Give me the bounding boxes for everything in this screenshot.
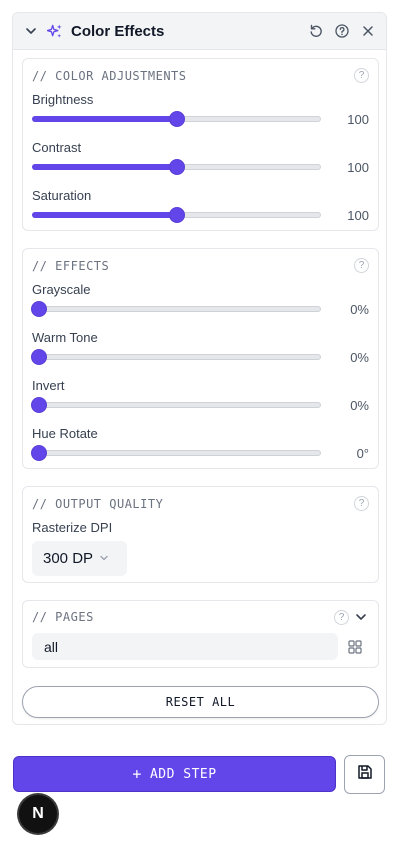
chevron-down-icon[interactable] xyxy=(23,23,39,39)
grayscale-slider[interactable] xyxy=(32,302,321,316)
plus-icon: + xyxy=(132,765,142,783)
help-icon[interactable]: ? xyxy=(354,68,369,83)
section-title: // OUTPUT QUALITY xyxy=(32,497,164,511)
sparkles-icon xyxy=(47,23,63,39)
help-icon[interactable]: ? xyxy=(334,610,349,625)
section-title: // COLOR ADJUSTMENTS xyxy=(32,69,187,83)
slider-thumb[interactable] xyxy=(169,160,184,174)
grayscale-value: 0% xyxy=(350,302,369,317)
dpi-select[interactable]: 300 DP xyxy=(32,541,127,576)
save-icon xyxy=(357,764,373,785)
hue-rotate-label: Hue Rotate xyxy=(32,426,98,441)
contrast-value: 100 xyxy=(347,160,369,175)
chevron-down-icon[interactable] xyxy=(353,609,369,625)
slider-thumb[interactable] xyxy=(32,446,46,460)
close-icon[interactable] xyxy=(360,23,376,39)
color-effects-panel: Color Effects // COLOR ADJUSTMENTS ? Bri… xyxy=(12,12,387,725)
slider-thumb[interactable] xyxy=(32,302,46,316)
contrast-slider[interactable] xyxy=(32,160,321,174)
contrast-label: Contrast xyxy=(32,140,82,155)
slider-thumb[interactable] xyxy=(169,112,184,126)
grayscale-label: Grayscale xyxy=(32,282,91,297)
dpi-select-value: 300 DP xyxy=(43,550,94,567)
next-logo-button[interactable]: N xyxy=(19,795,57,833)
reset-icon[interactable] xyxy=(308,23,324,39)
add-step-label: ADD STEP xyxy=(149,766,217,782)
slider-thumb[interactable] xyxy=(32,398,46,412)
chevron-down-icon xyxy=(99,550,109,567)
help-icon[interactable] xyxy=(334,23,350,39)
brightness-label: Brightness xyxy=(32,92,94,107)
saturation-value: 100 xyxy=(347,208,369,223)
reset-all-button[interactable]: RESET ALL xyxy=(22,686,379,718)
save-button[interactable] xyxy=(344,755,385,794)
section-title: // PAGES xyxy=(32,610,94,624)
slider-thumb[interactable] xyxy=(32,350,46,364)
saturation-slider[interactable] xyxy=(32,208,321,222)
color-adjustments-section: // COLOR ADJUSTMENTS ? Brightness 100 Co… xyxy=(22,58,379,231)
panel-title: Color Effects xyxy=(71,22,165,40)
warm-tone-slider[interactable] xyxy=(32,350,321,364)
hue-rotate-value: 0° xyxy=(356,446,369,461)
add-step-button[interactable]: + ADD STEP xyxy=(13,756,336,792)
section-title: // EFFECTS xyxy=(32,259,110,273)
warm-tone-value: 0% xyxy=(350,350,369,365)
invert-slider[interactable] xyxy=(32,398,321,412)
brightness-value: 100 xyxy=(347,112,369,127)
hue-rotate-slider[interactable] xyxy=(32,446,321,460)
warm-tone-label: Warm Tone xyxy=(32,330,98,345)
grid-icon[interactable] xyxy=(347,639,363,655)
panel-header: Color Effects xyxy=(13,13,386,50)
invert-label: Invert xyxy=(32,378,65,393)
effects-section: // EFFECTS ? Grayscale 0% Warm Tone 0% I… xyxy=(22,248,379,469)
pages-section: // PAGES ? all xyxy=(22,600,379,668)
pages-input[interactable]: all xyxy=(32,633,338,660)
slider-thumb[interactable] xyxy=(169,208,184,222)
saturation-label: Saturation xyxy=(32,188,92,203)
dpi-label: Rasterize DPI xyxy=(32,520,113,535)
output-quality-section: // OUTPUT QUALITY ? Rasterize DPI 300 DP xyxy=(22,486,379,583)
help-icon[interactable]: ? xyxy=(354,258,369,273)
help-icon[interactable]: ? xyxy=(354,496,369,511)
brightness-slider[interactable] xyxy=(32,112,321,126)
invert-value: 0% xyxy=(350,398,369,413)
